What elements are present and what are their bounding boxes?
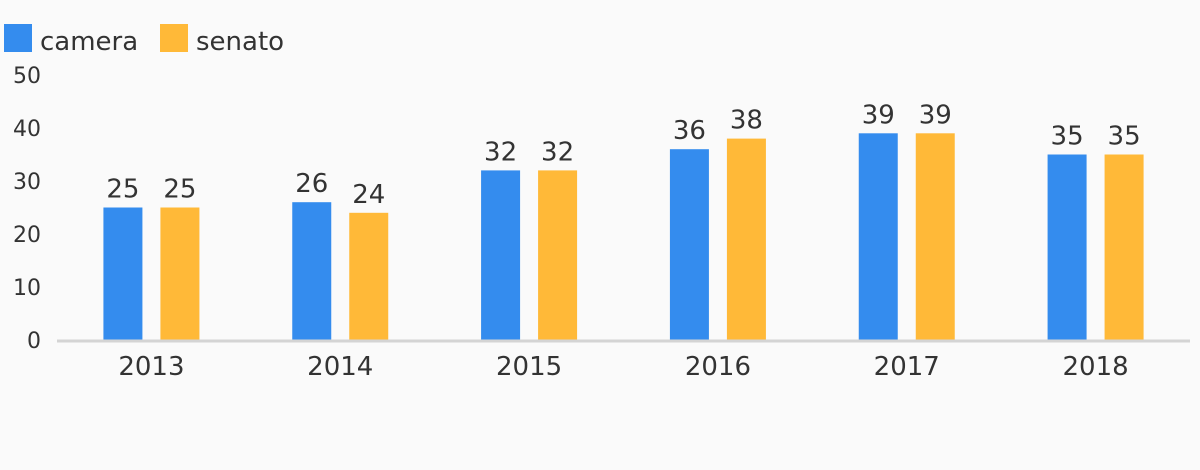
data-label-camera-2013: 25 (106, 175, 139, 205)
bar-camera-2016 (669, 149, 709, 340)
bar-senato-2018 (1104, 154, 1144, 340)
x-axis: 2013 2014 2015 2016 2017 2018 (57, 339, 1190, 382)
data-label-senato-2015: 32 (541, 137, 574, 167)
legend-label-senato: senato (196, 27, 284, 57)
y-tick-label: 30 (13, 170, 41, 195)
bar-senato-2017 (915, 133, 955, 340)
bar-camera-2015 (481, 170, 521, 340)
bar-camera-2014 (292, 202, 332, 340)
legend-swatch-senato (160, 24, 188, 52)
legend: camera senato (4, 24, 284, 57)
y-tick-label: 0 (27, 329, 41, 354)
data-label-senato-2016: 38 (730, 106, 763, 136)
bar-senato-2016 (726, 138, 766, 340)
x-tick-label: 2015 (496, 352, 562, 382)
data-label-camera-2015: 32 (484, 137, 517, 167)
data-label-camera-2014: 26 (295, 169, 328, 199)
data-label-camera-2018: 35 (1051, 122, 1084, 152)
data-label-senato-2014: 24 (352, 180, 385, 210)
x-tick-label: 2014 (307, 352, 373, 382)
y-tick-label: 10 (13, 276, 41, 301)
x-tick-label: 2016 (685, 352, 751, 382)
legend-swatch-camera (4, 24, 32, 52)
data-label-camera-2016: 36 (673, 116, 706, 146)
bar-camera-2017 (858, 133, 898, 340)
bar-senato-2014 (349, 212, 389, 340)
data-label-senato-2017: 39 (919, 100, 952, 130)
legend-label-camera: camera (40, 27, 138, 57)
data-label-senato-2013: 25 (163, 175, 196, 205)
data-label-camera-2017: 39 (862, 100, 895, 130)
y-axis: 0 10 20 30 40 50 (13, 64, 41, 354)
y-tick-label: 40 (13, 117, 41, 142)
bar-senato-2015 (538, 170, 578, 340)
bar-camera-2018 (1047, 154, 1087, 340)
y-tick-label: 50 (13, 64, 41, 89)
data-label-senato-2018: 35 (1108, 122, 1141, 152)
y-tick-label: 20 (13, 223, 41, 248)
bars: 25 25 26 24 32 32 36 38 39 39 35 35 (103, 100, 1144, 340)
x-tick-label: 2017 (874, 352, 940, 382)
x-tick-label: 2013 (118, 352, 184, 382)
bar-senato-2013 (160, 207, 200, 340)
bar-camera-2013 (103, 207, 143, 340)
x-tick-label: 2018 (1062, 352, 1128, 382)
